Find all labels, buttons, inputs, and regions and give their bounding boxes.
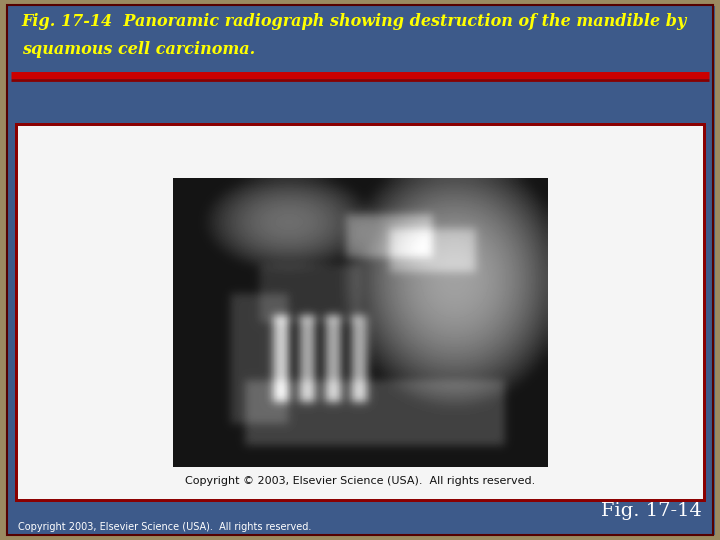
Text: Copyright 2003, Elsevier Science (USA).  All rights reserved.: Copyright 2003, Elsevier Science (USA). … xyxy=(18,522,311,532)
Bar xyxy=(16,124,704,500)
Text: squamous cell carcinoma.: squamous cell carcinoma. xyxy=(22,40,255,57)
Text: Copyright © 2003, Elsevier Science (USA).  All rights reserved.: Copyright © 2003, Elsevier Science (USA)… xyxy=(185,476,535,486)
Text: Fig. 17-14  Panoramic radiograph showing destruction of the mandible by: Fig. 17-14 Panoramic radiograph showing … xyxy=(22,14,687,30)
Bar xyxy=(16,124,704,500)
Text: Fig. 17-14: Fig. 17-14 xyxy=(601,502,702,520)
